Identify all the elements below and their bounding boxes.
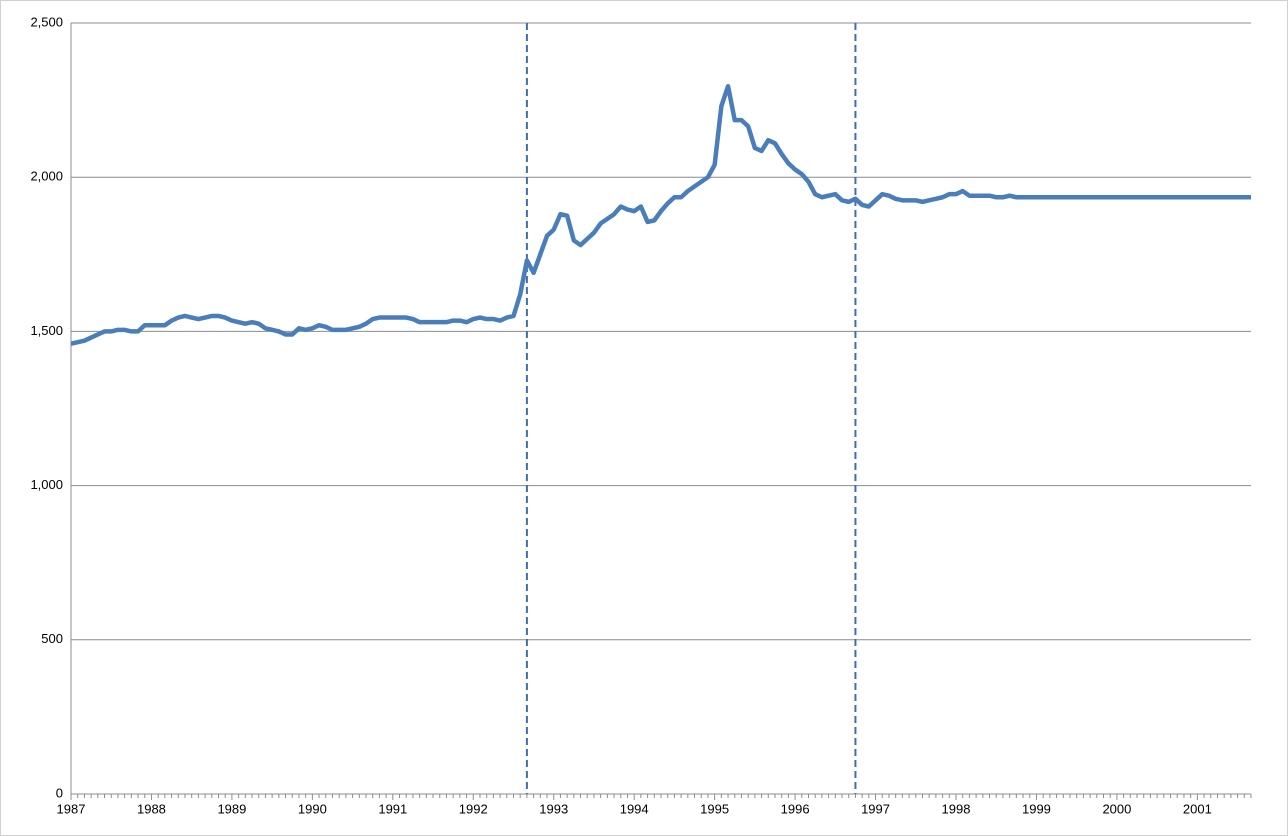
x-tick-label: 1989 — [217, 801, 246, 816]
y-tick-label: 500 — [41, 631, 63, 646]
x-tick-label: 1993 — [539, 801, 568, 816]
data-line — [70, 83, 1251, 346]
x-tick-label: 1990 — [298, 801, 327, 816]
x-tick-label: 1987 — [57, 801, 86, 816]
x-tick-label: 1996 — [781, 801, 810, 816]
y-tick-label: 1,000 — [30, 477, 63, 492]
x-tick-label: 1991 — [378, 801, 407, 816]
y-tick-label: 0 — [56, 785, 63, 800]
x-tick-label: 1994 — [620, 801, 649, 816]
x-tick-label: 2000 — [1102, 801, 1131, 816]
x-tick-label: 1992 — [459, 801, 488, 816]
x-tick-label: 1998 — [942, 801, 971, 816]
y-tick-label: 2,500 — [30, 14, 63, 29]
x-tick-label: 1999 — [1022, 801, 1051, 816]
x-tick-label: 1988 — [137, 801, 166, 816]
x-tick-label: 2001 — [1183, 801, 1212, 816]
y-tick-label: 1,500 — [30, 323, 63, 338]
x-tick-label: 1995 — [700, 801, 729, 816]
x-tick-label: 1997 — [861, 801, 890, 816]
y-tick-label: 2,000 — [30, 169, 63, 184]
